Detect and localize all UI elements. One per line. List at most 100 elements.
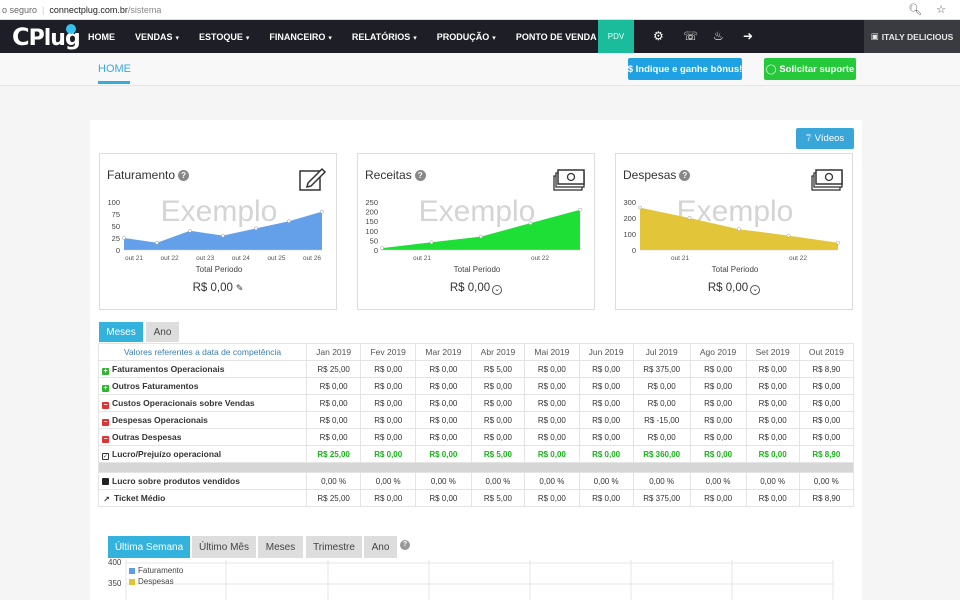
table-cell: R$ 0,00 — [305, 377, 362, 395]
pdv-button[interactable]: PDV — [598, 20, 634, 53]
chevron-down-icon[interactable]: ⌄ — [492, 285, 503, 295]
table-cell: R$ 0,00 — [415, 445, 472, 463]
area-series — [382, 209, 580, 250]
nav-item-home[interactable]: HOME — [88, 31, 115, 42]
table-cell: R$ 0,00 — [798, 411, 855, 429]
caret-down-icon: ▾ — [245, 34, 250, 42]
sq-icon — [102, 478, 109, 485]
logout-icon[interactable]: ➜ — [743, 29, 754, 43]
minus-icon[interactable]: − — [102, 435, 109, 443]
month-header: Out 2019 — [798, 343, 855, 361]
tab-trimestre[interactable]: Trimestre — [306, 536, 362, 558]
nav-item-vendas[interactable]: VENDAS ▾ — [135, 31, 180, 42]
table-separator — [98, 462, 854, 473]
data-point — [479, 234, 483, 239]
table-cell: R$ 0,00 — [470, 394, 526, 412]
help-icon[interactable]: ? — [178, 170, 190, 181]
edit-small-icon[interactable]: ✎ — [235, 283, 244, 293]
y-tick: 0 — [116, 246, 120, 255]
card-title: Faturamento? — [107, 168, 190, 182]
table-cell: R$ 0,00 — [798, 377, 855, 395]
star-icon[interactable]: ☆ — [936, 4, 946, 16]
x-tick: out 21 — [125, 255, 143, 262]
help-icon[interactable]: ? — [400, 540, 410, 550]
main-menu: HOME VENDAS ▾ ESTOQUE ▾ FINANCEIRO ▾ RELATÓRIOS… — [88, 20, 623, 53]
help-icon[interactable]: ? — [679, 170, 691, 181]
x-tick: out 26 — [303, 255, 321, 262]
card-total: R$ 0,00 ⌄ — [616, 282, 852, 295]
month-header: Jun 2019 — [578, 343, 634, 361]
data-point — [836, 240, 840, 245]
data-point — [221, 233, 225, 238]
watermark-text: Exemplo — [161, 195, 278, 228]
table-cell: R$ 0,00 — [415, 411, 472, 429]
tab-meses-bottom[interactable]: Meses — [258, 536, 303, 558]
zoom-icon[interactable]: 🔍︎ — [908, 4, 923, 16]
table-row[interactable]: + Faturamentos Operacionais R$ 25,00 R$ 0,0… — [98, 360, 855, 378]
nav-item-produção[interactable]: PRODUÇÃO ▾ — [436, 31, 496, 42]
check-icon: ✓ — [102, 452, 109, 460]
nav-item-estoque[interactable]: ESTOQUE ▾ — [199, 31, 250, 42]
store-selector[interactable]: ▣ ITALY DELICIOUS — [864, 20, 960, 53]
headset-icon[interactable]: ☏ — [683, 29, 699, 43]
separator-cell — [98, 462, 854, 473]
whatsapp-icon: ◯ — [765, 63, 777, 75]
table-row[interactable]: − Custos Operacionais sobre Vendas R$ 0,00… — [98, 394, 855, 412]
data-point — [687, 216, 692, 220]
table-row[interactable]: − Outras Despesas R$ 0,00 R$ 0,00 R$ 0,00 R$ … — [98, 428, 855, 446]
nav-item-relatórios[interactable]: RELATÓRIOS ▾ — [351, 31, 417, 42]
indique-button[interactable]: $ Indique e ganhe bônus! — [628, 58, 742, 80]
table-cell: 0,00 % — [415, 472, 472, 490]
table-cell: R$ 0,00 — [745, 445, 800, 463]
tab-ultima-semana[interactable]: Última Semana — [108, 536, 190, 558]
chevron-down-icon[interactable]: ⌄ — [750, 285, 761, 295]
bell-icon[interactable]: ♨ — [713, 29, 724, 43]
data-point — [122, 236, 126, 240]
money-icon — [553, 169, 585, 191]
home-active-indicator — [98, 81, 130, 84]
legend-swatch — [129, 578, 135, 585]
table-cell: R$ 0,00 — [470, 377, 526, 395]
table-cell: R$ 375,00 — [632, 360, 691, 378]
videos-button[interactable]: ❔︎ Vídeos — [796, 128, 854, 149]
card-chart: Exemplo 100 75 50 25 0 out 21 out 22 out 23 out 2… — [107, 195, 324, 274]
tab-ano[interactable]: Ano — [146, 322, 179, 342]
card-title: Receitas? — [365, 168, 426, 182]
nav-item-financeiro[interactable]: FINANCEIRO ▾ — [269, 31, 332, 42]
month-header: Set 2019 — [745, 343, 800, 361]
table-cell: R$ 0,00 — [632, 394, 691, 412]
table-cell: R$ 0,00 — [745, 377, 800, 395]
connectplug-logo[interactable]: CPlug — [12, 23, 81, 51]
table-row[interactable]: − Despesas Operacionais R$ 0,00 R$ 0,00 R$ 0… — [98, 411, 855, 429]
browser-address-bar[interactable]: o seguro | connectplug.com.br /sistema 🔍… — [0, 0, 960, 20]
table-cell: R$ 0,00 — [578, 394, 634, 412]
data-point — [528, 221, 533, 225]
plus-icon[interactable]: + — [102, 367, 109, 375]
table-cell: 0,00 % — [632, 472, 691, 490]
data-point — [786, 233, 791, 238]
table-row[interactable]: + Outros Faturamentos R$ 0,00 R$ 0,00 R$ 0,0… — [98, 377, 855, 395]
breadcrumb-home[interactable]: HOME — [98, 63, 131, 75]
videos-label: Vídeos — [814, 133, 845, 144]
nav-item-ponto-de-venda[interactable]: PONTO DE VENDA▾ — [516, 32, 603, 42]
table-cell: R$ 0,00 — [415, 394, 472, 412]
line-icon: ↗ — [103, 495, 110, 504]
plus-icon[interactable]: + — [102, 384, 109, 392]
top-navbar: CPlug HOME VENDAS ▾ ESTOQUE ▾ FINANCEIRO ▾ RELA… — [0, 20, 960, 53]
month-header: Jul 2019 — [632, 343, 691, 361]
suporte-button[interactable]: ◯ Solicitar suporte — [764, 58, 856, 80]
month-header: Mai 2019 — [524, 343, 580, 361]
card-despesas: Despesas? Exemplo 300 200 100 0 out 21 out 22 T… — [615, 153, 853, 310]
tab-meses[interactable]: Meses — [99, 322, 143, 342]
edit-icon — [299, 167, 327, 191]
minus-icon[interactable]: − — [102, 418, 109, 426]
tab-ano-bottom[interactable]: Ano — [364, 536, 397, 558]
help-icon[interactable]: ? — [414, 170, 426, 181]
minus-icon[interactable]: − — [102, 401, 109, 409]
gear-icon[interactable]: ⚙ — [653, 29, 664, 43]
watermark-text: Exemplo — [419, 195, 536, 228]
area-series — [124, 211, 322, 250]
y-tick: 200 — [365, 208, 378, 217]
row-label: − Custos Operacionais sobre Vendas — [98, 394, 307, 412]
tab-ultimo-mes[interactable]: Último Mês — [192, 536, 256, 558]
